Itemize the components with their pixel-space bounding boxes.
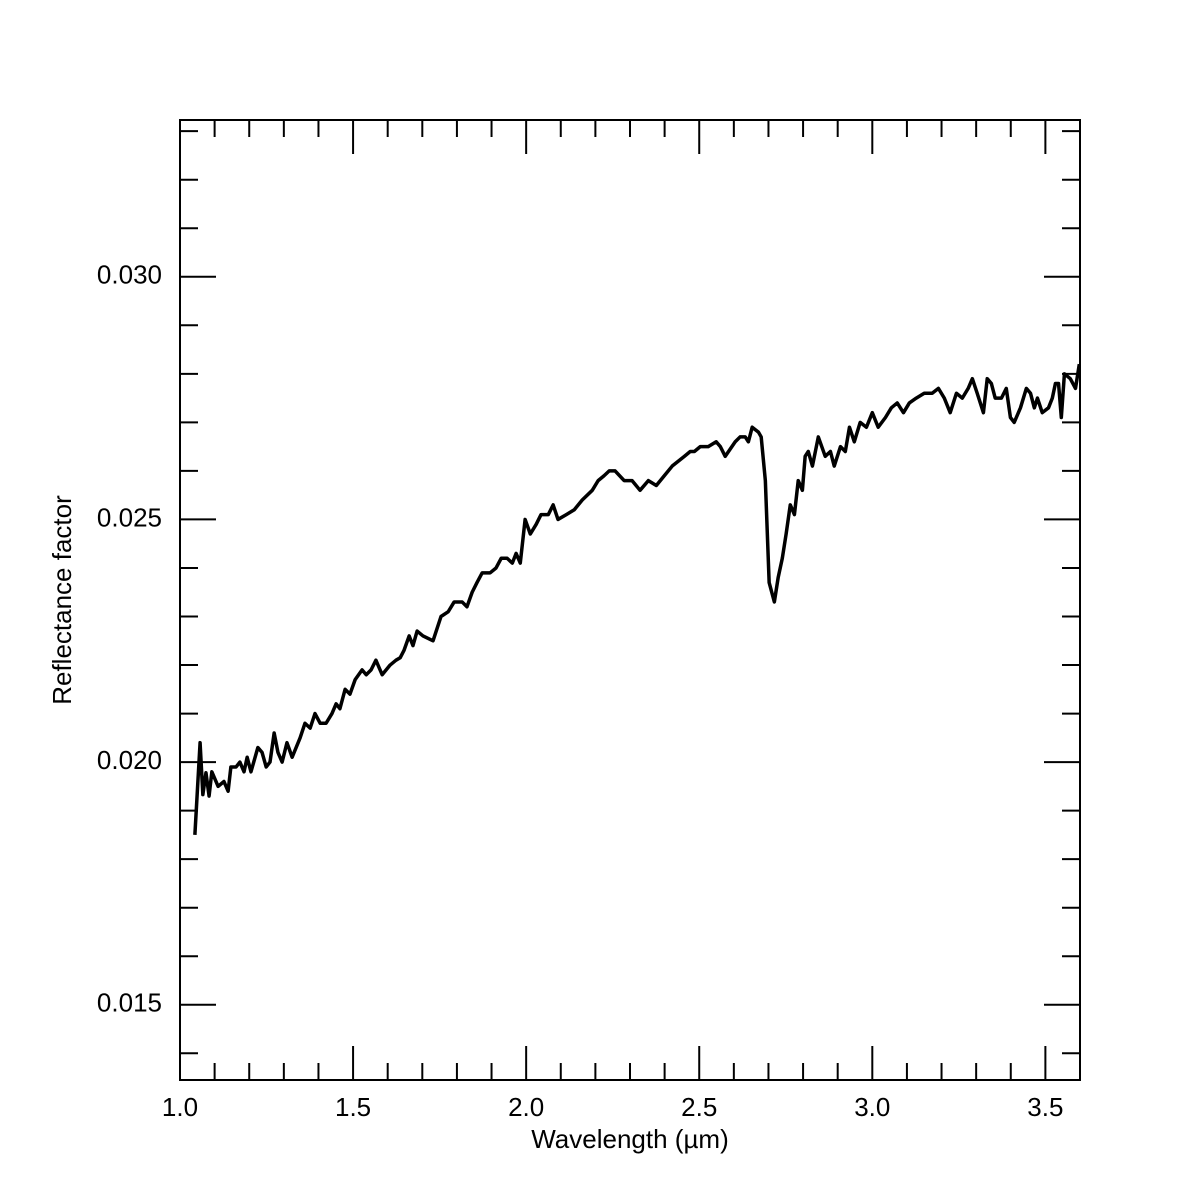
x-axis-label: Wavelength (µm) [531,1124,729,1154]
x-tick-label: 3.5 [1027,1092,1063,1122]
x-tick-label: 2.5 [681,1092,717,1122]
y-tick-label: 0.020 [97,745,162,775]
plot-frame [179,119,1081,1081]
y-tick-label: 0.030 [97,260,162,290]
y-tick-label: 0.015 [97,988,162,1018]
x-tick-label: 2.0 [508,1092,544,1122]
y-tick-label: 0.025 [97,502,162,532]
data-line [193,363,1082,835]
x-tick-label: 3.0 [854,1092,890,1122]
x-tick-label: 1.0 [162,1092,198,1122]
y-axis-label: Reflectance factor [47,495,77,705]
x-tick-label: 1.5 [335,1092,371,1122]
